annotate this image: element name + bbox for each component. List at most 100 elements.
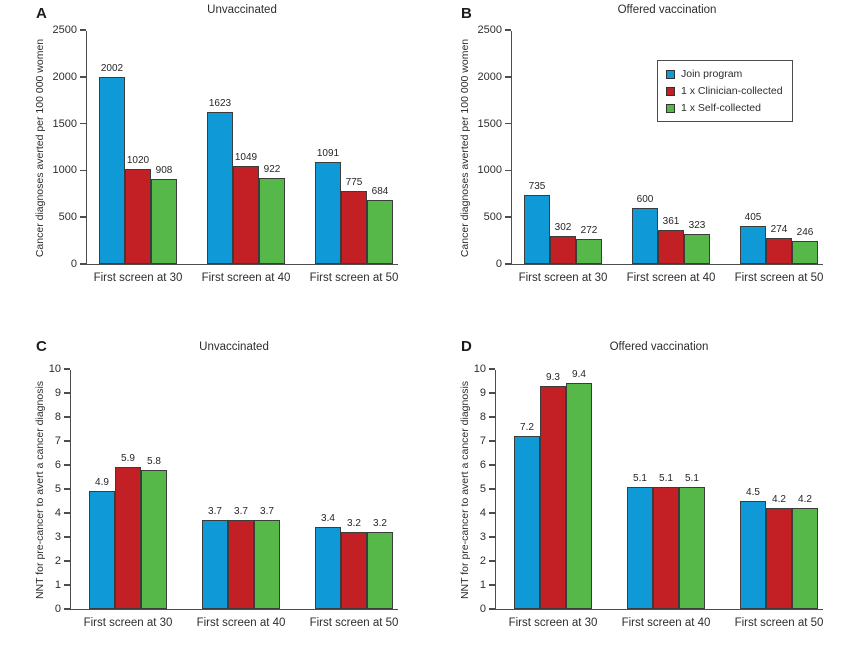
y-axis-tick [488, 392, 495, 394]
bar-value-label: 908 [155, 165, 173, 177]
y-axis-tick-label: 4 [54, 507, 61, 519]
panel-b: B Offered vaccination Cancer diagnoses a… [425, 0, 850, 327]
bar [228, 520, 254, 609]
y-axis-tick-label: 7 [479, 435, 486, 447]
bar [341, 532, 367, 609]
y-axis-tick [488, 608, 495, 610]
legend-swatch-red-icon [666, 86, 675, 96]
y-axis-tick-label: 7 [54, 435, 61, 447]
bar-value-label: 775 [345, 177, 363, 189]
bar [207, 112, 233, 264]
panel-title: Unvaccinated [199, 341, 269, 353]
y-axis-tick [488, 464, 495, 466]
panel-a: A Unvaccinated Cancer diagnoses averted … [0, 0, 425, 327]
y-axis-tick [488, 368, 495, 370]
y-axis-tick [63, 416, 70, 418]
y-axis-tick-label: 2 [54, 555, 61, 567]
bar [792, 508, 818, 609]
y-axis-tick [79, 122, 86, 125]
y-axis-tick-label: 3 [479, 531, 486, 543]
y-axis-tick [504, 263, 511, 265]
y-axis-tick-label: 1 [479, 579, 486, 591]
x-category-label: First screen at 30 [83, 617, 173, 629]
y-axis-tick [79, 216, 86, 218]
y-axis-tick-label: 3 [54, 531, 61, 543]
y-axis-tick [504, 122, 511, 125]
bar-value-label: 9.3 [546, 371, 560, 383]
bar [766, 508, 792, 609]
chart-plot-area: 0 1 2 3 4 5 6 7 8 9 10 4.9 5.9 5.8 First screen at 30 3… [49, 363, 399, 629]
bar [740, 501, 766, 609]
legend-label: 1 x Clinician-collected [681, 85, 783, 97]
panel-d: D Offered vaccination NNT for pre-cancer… [425, 327, 850, 654]
x-category-label: First screen at 30 [518, 272, 608, 284]
bar-value-label: 3.4 [321, 513, 335, 525]
bar-value-label: 7.2 [520, 422, 534, 434]
bar [684, 233, 710, 264]
chart-plot-area: 0 1 2 3 4 5 6 7 8 9 10 7.2 9.3 9.4 First screen at 30 5… [474, 363, 824, 629]
bar-value-label: 5.1 [633, 472, 647, 484]
y-axis-label: Cancer diagnoses averted per 100 000 wom… [459, 38, 471, 258]
bar [632, 207, 658, 264]
legend-item-join-program: Join program [666, 68, 783, 80]
y-axis-tick [488, 440, 495, 442]
y-axis-tick-label: 6 [54, 459, 61, 471]
y-axis-tick [504, 29, 511, 31]
y-axis-tick [63, 536, 70, 538]
bar [315, 161, 341, 264]
bar [792, 240, 818, 264]
bar-value-label: 3.2 [347, 518, 361, 530]
bar [524, 195, 550, 264]
bar [125, 168, 151, 264]
bar-value-label: 600 [636, 193, 654, 205]
y-axis-tick-label: 500 [483, 211, 502, 224]
y-axis-tick [488, 488, 495, 490]
bar [367, 199, 393, 264]
y-axis-tick [504, 76, 511, 78]
y-axis-tick-label: 2500 [52, 24, 77, 36]
y-axis-tick [79, 263, 86, 265]
bar-value-label: 5.8 [147, 455, 161, 467]
bar [576, 238, 602, 264]
bar [233, 165, 259, 264]
panel-letter-a: A [36, 5, 48, 22]
bar [99, 76, 125, 264]
x-category-label: First screen at 40 [621, 617, 711, 629]
bar-value-label: 3.7 [208, 506, 222, 518]
bar [653, 486, 679, 609]
bar-value-label: 1091 [316, 147, 340, 159]
y-axis-tick [488, 416, 495, 418]
y-axis-tick [63, 488, 70, 490]
bar [566, 383, 592, 609]
y-axis-label: NNT for pre-cancer to avert a cancer dia… [459, 380, 471, 600]
bar [679, 486, 705, 609]
y-axis-tick [63, 584, 70, 586]
bar-value-label: 5.9 [121, 453, 135, 465]
y-axis-tick-label: 1500 [477, 117, 502, 130]
x-category-label: First screen at 40 [196, 617, 286, 629]
bar-value-label: 4.9 [95, 477, 109, 489]
bar-value-label: 2002 [100, 62, 124, 74]
bar-value-label: 302 [554, 221, 572, 233]
y-axis-tick-label: 5 [54, 483, 61, 495]
panel-title: Offered vaccination [609, 341, 709, 353]
y-axis-tick-label: 8 [54, 411, 61, 423]
y-axis-tick [63, 512, 70, 514]
y-axis-tick-label: 1 [54, 579, 61, 591]
y-axis-tick [79, 169, 86, 172]
y-axis-tick [488, 536, 495, 538]
y-axis-tick [488, 584, 495, 586]
bar-value-label: 922 [263, 163, 281, 175]
x-category-label: First screen at 30 [93, 272, 183, 284]
bar-value-label: 5.1 [685, 472, 699, 484]
y-axis-tick-label: 2000 [52, 70, 77, 83]
x-category-label: First screen at 40 [201, 272, 291, 284]
panel-c: C Unvaccinated NNT for pre-cancer to ave… [0, 327, 425, 654]
bar [259, 177, 285, 264]
legend-swatch-blue-icon [666, 69, 675, 79]
y-axis-tick [63, 392, 70, 394]
y-axis-tick [63, 608, 70, 610]
x-category-label: First screen at 50 [309, 272, 399, 284]
y-axis-label: Cancer diagnoses averted per 100 000 wom… [34, 38, 46, 258]
bar-value-label: 246 [796, 226, 814, 238]
